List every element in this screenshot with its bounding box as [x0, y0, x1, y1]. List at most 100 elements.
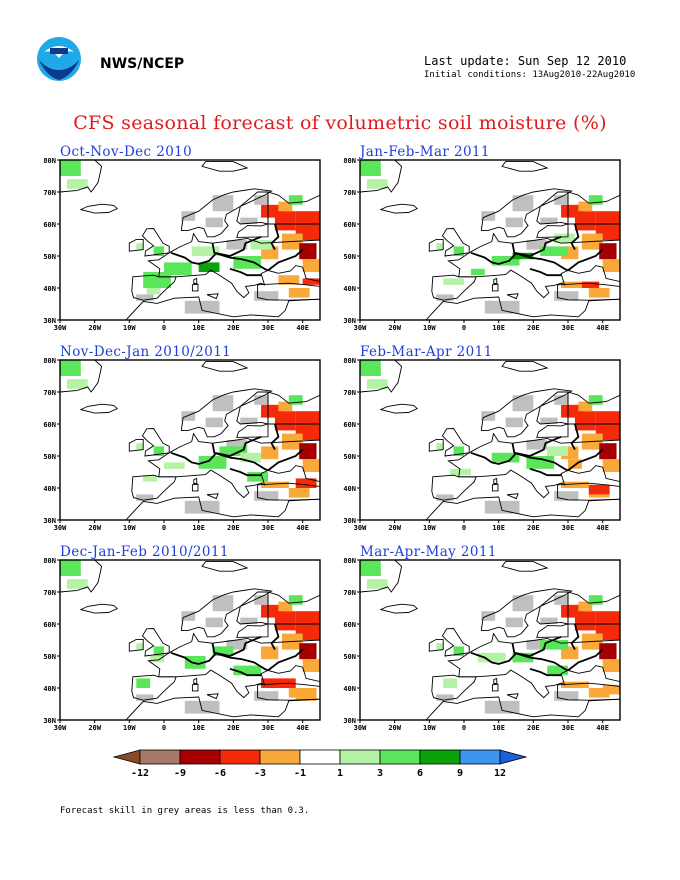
country-border: [211, 435, 262, 457]
moisture-cell: [136, 243, 144, 250]
coastline: [191, 283, 199, 292]
moisture-cell: [588, 595, 603, 605]
moisture-cell: [540, 417, 558, 424]
moisture-cell: [226, 240, 248, 250]
lat-tick-label: 70N: [343, 589, 356, 597]
moisture-cell: [436, 443, 444, 450]
moisture-cell: [302, 278, 320, 285]
moisture-cell: [278, 201, 293, 212]
lon-tick-label: 10E: [492, 724, 505, 732]
country-border: [570, 623, 580, 651]
lat-tick-label: 80N: [343, 158, 356, 165]
moisture-cell: [146, 288, 161, 295]
lat-tick-label: 50N: [43, 453, 56, 461]
coastline: [125, 496, 320, 520]
moisture-cell: [205, 617, 223, 628]
lat-tick-label: 30N: [43, 517, 56, 525]
moisture-cell: [360, 160, 381, 176]
lon-tick-label: 30E: [562, 524, 575, 532]
moisture-cell: [481, 611, 496, 621]
moisture-cell: [254, 491, 279, 501]
moisture-cell: [254, 595, 268, 605]
lon-tick-label: 30E: [562, 724, 575, 732]
coastline: [147, 432, 320, 499]
last-update: Last update: Sun Sep 12 2010: [424, 54, 627, 68]
coastline: [491, 483, 499, 492]
lon-tick-label: 10W: [123, 324, 136, 332]
country-border: [170, 251, 243, 265]
moisture-cell: [453, 646, 464, 656]
coastline: [567, 591, 620, 625]
moisture-cell: [554, 291, 579, 301]
coastline: [79, 203, 119, 214]
lat-tick-label: 80N: [43, 558, 56, 565]
colorbar-segment: [379, 749, 421, 765]
moisture-cell: [254, 395, 268, 405]
moisture-cell: [512, 395, 534, 412]
colorbar-label: 12: [494, 768, 506, 779]
map-frame: [59, 359, 321, 521]
coastline: [506, 693, 519, 700]
coastline: [147, 632, 320, 699]
coastline: [501, 561, 549, 572]
moisture-cell: [212, 595, 234, 612]
moisture-cell: [136, 643, 144, 650]
colorbar-segment: [259, 749, 301, 765]
colorbar-label: -3: [254, 768, 266, 779]
coastline: [236, 223, 269, 238]
country-border: [470, 251, 543, 265]
lat-tick-label: 80N: [343, 558, 356, 565]
lon-tick-label: 10E: [192, 524, 205, 532]
coastline: [428, 238, 444, 252]
coastline: [501, 361, 549, 372]
moisture-cell: [261, 481, 289, 488]
noaa-logo-icon: [37, 37, 81, 81]
lon-tick-label: 10E: [492, 324, 505, 332]
moisture-cell: [581, 281, 600, 288]
moisture-cell: [261, 646, 279, 660]
lat-tick-label: 30N: [43, 317, 56, 325]
moisture-cell: [547, 665, 568, 676]
coastline: [201, 161, 249, 172]
lon-tick-label: 10W: [423, 524, 436, 532]
country-border: [170, 651, 243, 665]
moisture-cell: [233, 665, 262, 676]
coastline: [236, 191, 269, 225]
coastline: [425, 696, 620, 720]
colorbar-label: 9: [457, 768, 463, 779]
lon-tick-label: 30W: [354, 524, 367, 532]
coastline: [128, 238, 144, 252]
moisture-cell: [278, 601, 293, 612]
country-border: [511, 635, 562, 657]
moisture-cell: [554, 491, 579, 501]
moisture-cell: [250, 240, 272, 250]
coastline: [536, 191, 569, 225]
colorbar-segment: [339, 749, 381, 765]
lon-tick-label: 30W: [354, 324, 367, 332]
lat-tick-label: 40N: [343, 685, 356, 693]
moisture-cell: [136, 294, 154, 301]
moisture-cell: [602, 259, 620, 272]
coastline: [236, 391, 269, 425]
coastline: [536, 423, 569, 438]
coastline: [557, 282, 620, 301]
coastline: [536, 391, 569, 425]
coastline: [141, 228, 170, 257]
initial-conditions: Initial conditions: 13Aug2010-22Aug2010: [424, 70, 636, 80]
moisture-cell: [212, 646, 234, 656]
lon-tick-label: 30W: [54, 724, 67, 732]
moisture-cell: [360, 360, 381, 376]
moisture-cell: [181, 611, 196, 621]
country-border: [541, 258, 569, 272]
lat-tick-label: 70N: [343, 389, 356, 397]
moisture-cell: [212, 395, 234, 412]
coastline: [379, 603, 419, 614]
coastline: [557, 682, 620, 701]
lon-tick-label: 30W: [354, 724, 367, 732]
coastline: [128, 638, 144, 652]
moisture-cell: [540, 640, 568, 650]
moisture-cell: [181, 211, 196, 221]
moisture-cell: [574, 611, 596, 631]
